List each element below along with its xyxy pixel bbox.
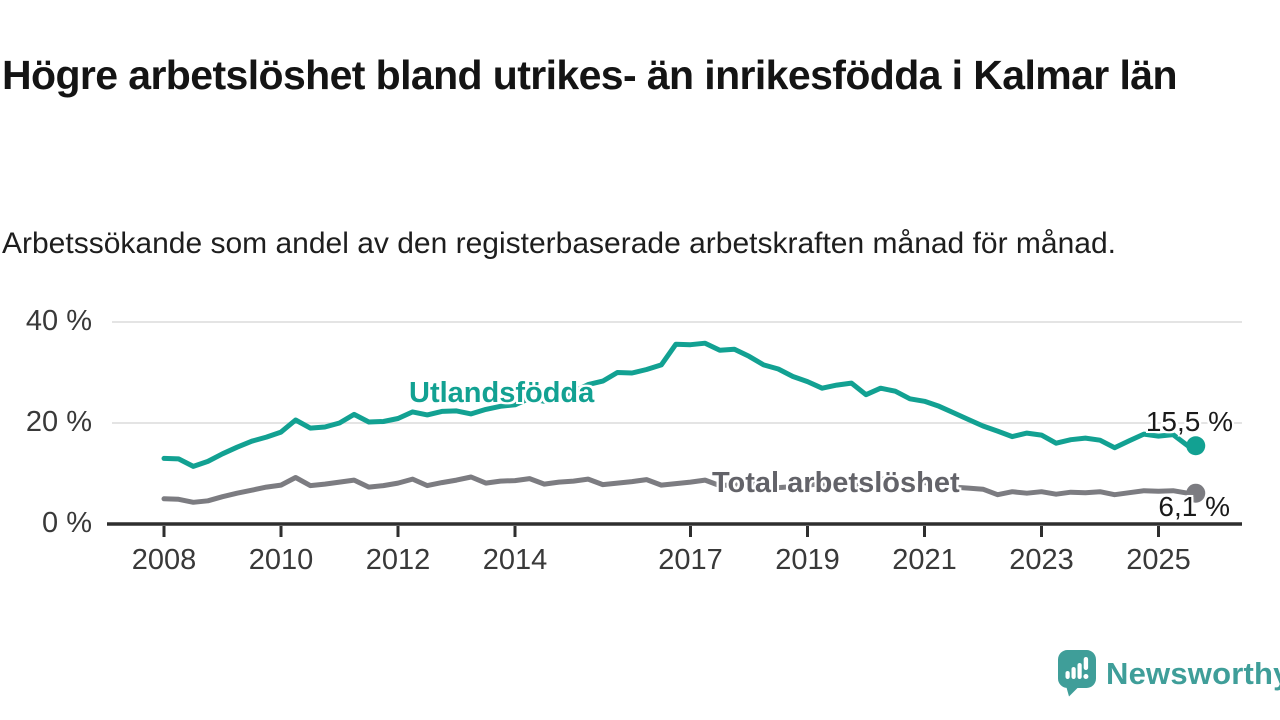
series-line-total-arbetslöshet — [161, 474, 1191, 505]
series-label-total-arbetsloshet: Total arbetslöshet — [712, 467, 960, 499]
series-end-dot-total-arbetslöshet — [1186, 483, 1206, 503]
newsworthy-logo-text: Newsworthy — [1106, 655, 1280, 691]
page-title: Högre arbetslöshet bland utrikes- än inr… — [2, 52, 1177, 99]
newsworthy-logo-icon — [1058, 650, 1096, 697]
x-axis-tick-label-2008: 2008 — [131, 544, 197, 576]
newsworthy-logo: Newsworthy — [1058, 650, 1280, 697]
y-axis-tick-label-40: 40 % — [25, 305, 92, 337]
x-axis-tick-label-2014: 2014 — [482, 544, 548, 576]
series-end-dot-utlandsfödda — [1186, 436, 1206, 456]
x-axis-tick-label-2019: 2019 — [775, 544, 840, 576]
y-axis-tick-label-20: 20 % — [25, 406, 92, 438]
end-value-label-utlandsfodda: 15,5 % — [1145, 406, 1233, 437]
x-axis-tick-label-2017: 2017 — [658, 544, 723, 576]
y-axis-tick-label-0: 0 % — [42, 507, 92, 539]
x-axis-tick-label-2021: 2021 — [892, 544, 957, 576]
x-axis-tick-label-2023: 2023 — [1009, 544, 1074, 576]
x-axis-tick-label-2025: 2025 — [1126, 544, 1191, 576]
x-axis-tick-label-2010: 2010 — [248, 544, 314, 576]
series-line-utlandsfödda — [161, 340, 1191, 469]
end-value-label-total: 6,1 % — [1158, 491, 1230, 522]
page-subtitle: Arbetssökande som andel av den registerb… — [2, 227, 1116, 260]
series-label-utlandsfodda: Utlandsfödda — [409, 377, 595, 409]
x-axis-tick-label-2012: 2012 — [365, 544, 431, 576]
